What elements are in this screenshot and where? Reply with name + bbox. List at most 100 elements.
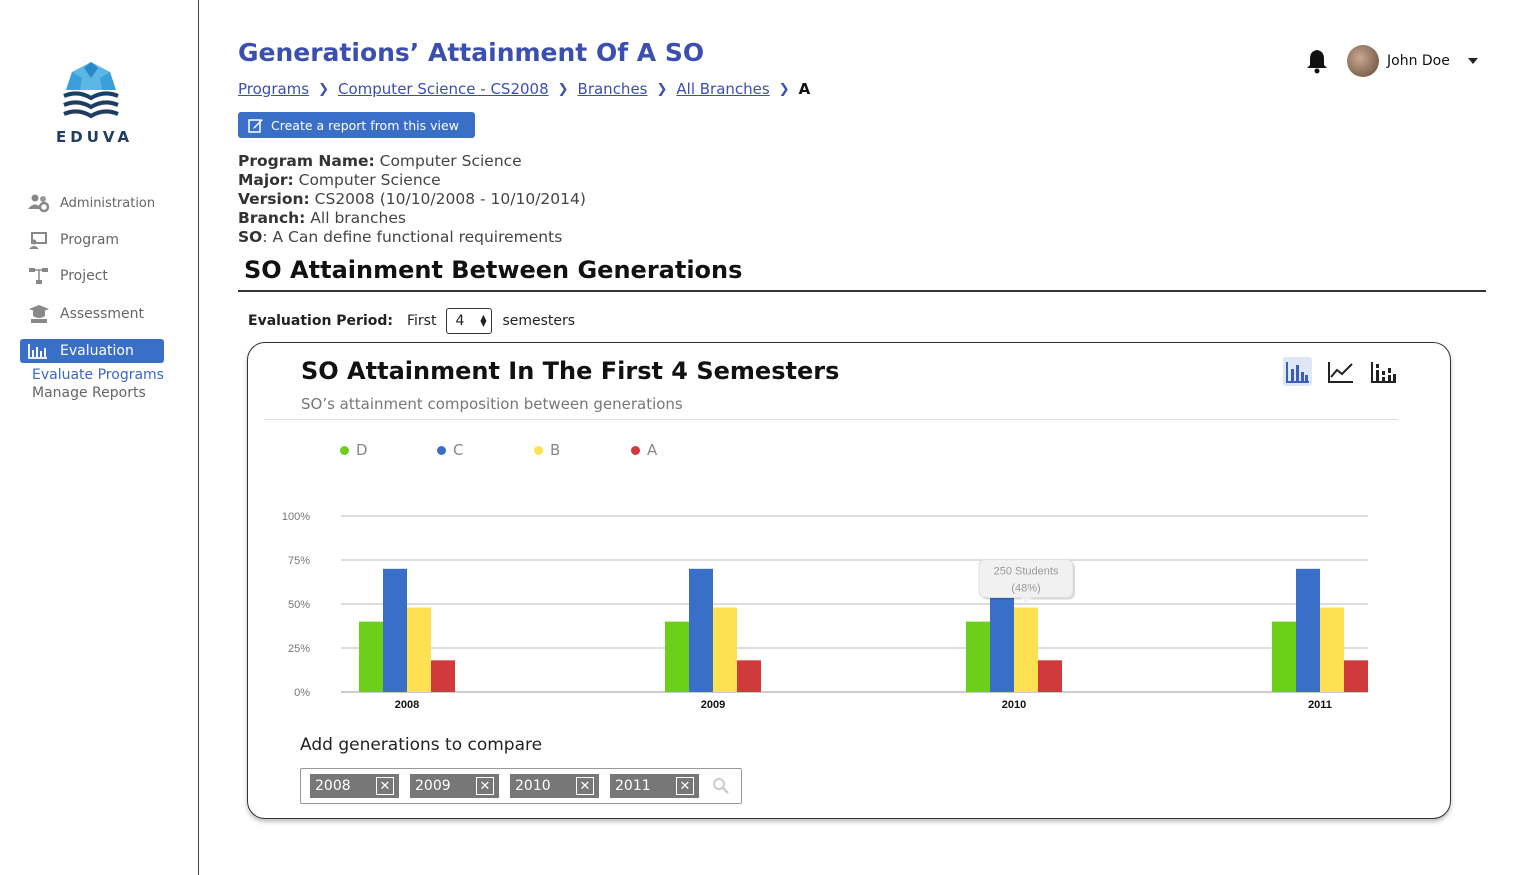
breadcrumb-program-version[interactable]: Computer Science - CS2008: [338, 80, 549, 98]
so-row: SO: A Can define functional requirements: [238, 228, 586, 247]
branch-row: Branch: All branches: [238, 209, 586, 228]
y-tick-label: 100%: [282, 511, 310, 523]
evaluation-period-prefix: First: [407, 313, 437, 329]
generation-tag: 2009 ✕: [410, 774, 499, 798]
y-tick-label: 50%: [288, 599, 310, 611]
tooltip-percent: (48%): [1011, 583, 1040, 595]
program-name-row: Program Name: Computer Science: [238, 152, 586, 171]
stacked-bar-chart-icon: [1370, 361, 1396, 383]
tag-label: 2009: [415, 778, 451, 794]
close-icon[interactable]: ✕: [376, 777, 394, 795]
avatar[interactable]: [1347, 45, 1379, 77]
sidebar-subitem-manage-reports[interactable]: Manage Reports: [32, 385, 146, 401]
logo-icon: [63, 62, 119, 119]
branch-label: Branch:: [238, 209, 306, 227]
generation-tag-input[interactable]: 2008 ✕ 2009 ✕ 2010 ✕ 2011 ✕: [300, 768, 742, 804]
user-area: John Doe: [1305, 45, 1478, 77]
sidebar-item-program[interactable]: Program: [28, 228, 119, 252]
sidebar-subitem-evaluate-programs[interactable]: Evaluate Programs: [32, 367, 164, 383]
version-value: CS2008 (10/10/2008 - 10/10/2014): [309, 190, 586, 208]
bar-chart-icon: [1285, 361, 1309, 383]
legend-label: A: [647, 441, 658, 459]
bar: [990, 595, 1014, 692]
sidebar: EDUVA Administration Program Project Ass…: [0, 0, 199, 875]
chart-card: SO Attainment In The First 4 Semesters S…: [247, 342, 1451, 819]
sidebar-item-assessment[interactable]: Assessment: [28, 302, 144, 326]
spinner-arrows-icon: ▲ ▼: [480, 313, 487, 328]
bar-chart-icon: [28, 344, 47, 359]
close-icon[interactable]: ✕: [676, 777, 694, 795]
sidebar-item-label: Administration: [60, 195, 156, 211]
stacked-chart-type-button[interactable]: [1369, 357, 1398, 386]
close-icon[interactable]: ✕: [476, 777, 494, 795]
branch-value: All branches: [305, 209, 406, 227]
bar: [1320, 607, 1344, 692]
tag-label: 2010: [515, 778, 551, 794]
create-report-button[interactable]: Create a report from this view: [238, 112, 475, 138]
legend-item-b[interactable]: B: [534, 441, 631, 459]
evaluation-period-label: Evaluation Period:: [248, 313, 393, 329]
breadcrumb-programs[interactable]: Programs: [238, 80, 310, 98]
program-name-label: Program Name:: [238, 152, 375, 170]
tooltip-students: 250 Students: [994, 566, 1059, 578]
sidebar-item-label: Evaluation: [60, 343, 134, 359]
bar: [359, 621, 383, 692]
card-divider: [264, 419, 1398, 420]
so-label: SO: [238, 228, 263, 246]
tag-label: 2008: [315, 778, 351, 794]
sidebar-item-evaluation[interactable]: Evaluation: [20, 339, 164, 363]
legend-item-d[interactable]: D: [340, 441, 437, 459]
chart-legend: D C B A: [340, 441, 728, 459]
bar-chart-type-button[interactable]: [1283, 357, 1312, 386]
edit-icon: [248, 119, 263, 133]
y-tick-label: 75%: [288, 555, 310, 567]
search-icon[interactable]: [712, 777, 730, 795]
user-name[interactable]: John Doe: [1387, 53, 1450, 69]
breadcrumb-branches[interactable]: Branches: [577, 80, 648, 98]
eduva-logo[interactable]: EDUVA: [56, 60, 129, 146]
breadcrumb-all-branches[interactable]: All Branches: [676, 80, 770, 98]
legend-label: D: [356, 441, 368, 459]
x-tick-label: 2008: [395, 699, 419, 711]
sidebar-item-administration[interactable]: Administration: [28, 191, 155, 215]
y-tick-label: 25%: [288, 643, 310, 655]
semester-count-value: 4: [455, 313, 465, 329]
graduation-cap-icon: [29, 305, 49, 323]
sidebar-item-project[interactable]: Project: [28, 264, 108, 288]
legend-item-a[interactable]: A: [631, 441, 728, 459]
bar-chart: 0% 25% 50% 75% 100% 2008 2009 2010 2011 250 Stude…: [282, 511, 1368, 711]
bar: [737, 660, 761, 692]
legend-dot: [437, 445, 446, 455]
chevron-right-icon: ❯: [656, 81, 668, 97]
evaluation-period-suffix: semesters: [502, 313, 576, 329]
sidebar-item-label: Program: [60, 232, 120, 248]
chart-title: SO Attainment In The First 4 Semesters: [301, 357, 840, 385]
legend-item-c[interactable]: C: [437, 441, 534, 459]
x-tick-label: 2009: [701, 699, 725, 711]
major-row: Major: Computer Science: [238, 171, 586, 190]
page-title: Generations’ Attainment Of A SO: [238, 38, 705, 67]
major-label: Major:: [238, 171, 294, 189]
chevron-down-icon[interactable]: [1467, 58, 1478, 64]
bar: [1272, 621, 1296, 692]
breadcrumb-current: A: [798, 80, 811, 98]
users-gear-icon: [28, 194, 50, 213]
bell-icon[interactable]: [1305, 48, 1329, 74]
breadcrumb: Programs ❯ Computer Science - CS2008 ❯ B…: [238, 80, 810, 98]
legend-dot: [631, 445, 640, 455]
create-report-label: Create a report from this view: [271, 117, 459, 133]
compare-label: Add generations to compare: [300, 735, 543, 755]
bar: [383, 568, 407, 692]
tag-label: 2011: [615, 778, 651, 794]
bar: [689, 568, 713, 692]
chart-type-switcher: [1283, 357, 1398, 386]
line-chart-type-button[interactable]: [1326, 357, 1355, 386]
legend-dot: [534, 445, 543, 455]
y-tick-label: 0%: [294, 687, 310, 699]
bar: [1038, 660, 1062, 692]
x-tick-label: 2010: [1002, 699, 1026, 711]
semester-count-stepper[interactable]: 4 ▲ ▼: [446, 308, 493, 334]
bar: [665, 621, 689, 692]
close-icon[interactable]: ✕: [576, 777, 594, 795]
version-label: Version:: [238, 190, 310, 208]
